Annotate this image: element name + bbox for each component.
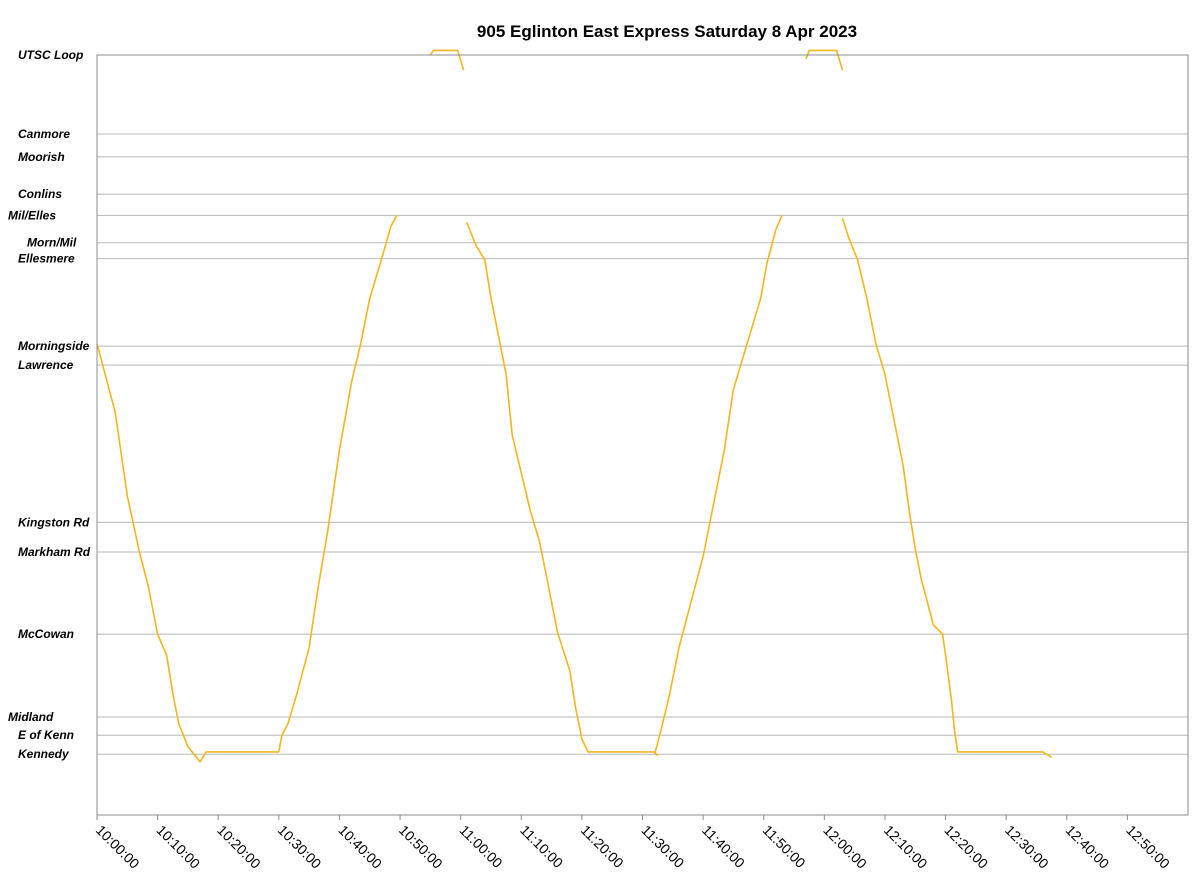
tick-label: 12:20:00 (941, 822, 991, 872)
stop-label-morn-mil: Morn/Mil (27, 236, 77, 250)
tick-label: 12:10:00 (881, 822, 931, 872)
stop-label-midland: Midland (8, 710, 54, 724)
tick-label: 11:50:00 (760, 822, 809, 871)
stop-label-e-of-kenn: E of Kenn (18, 728, 74, 742)
stop-labels: UTSC Loop Canmore Moorish Conlins Mil/Elles M… (8, 48, 91, 761)
trip-line-4 (805, 49, 844, 71)
trip-line-1 (429, 49, 465, 71)
tick-label: 11:00:00 (457, 822, 506, 871)
tick-label: 12:00:00 (820, 822, 870, 872)
stop-label-markham-rd: Markham Rd (18, 545, 91, 559)
tick-label: 10:00:00 (93, 822, 143, 872)
stop-label-mccowan: McCowan (18, 627, 74, 641)
stop-label-lawrence: Lawrence (18, 358, 74, 372)
tick-label: 10:30:00 (275, 822, 325, 872)
tick-label: 11:10:00 (517, 822, 566, 871)
stop-label-conlins: Conlins (18, 187, 62, 201)
tick-label: 11:40:00 (699, 822, 748, 871)
grid-layer (97, 54, 1188, 755)
trip-line-2 (465, 221, 659, 757)
trip-line-3 (653, 215, 783, 755)
stop-label-moorish: Moorish (18, 150, 65, 164)
plot-frame (96, 54, 1189, 816)
tick-label: 12:50:00 (1123, 822, 1173, 872)
tick-label: 10:40:00 (335, 822, 385, 872)
trip-lines (96, 49, 1053, 763)
time-labels: 10:00:00 10:10:00 10:20:00 10:30:00 10:40:00… (93, 815, 1173, 872)
tick-label: 10:10:00 (153, 822, 203, 872)
stop-label-morningside: Morningside (18, 339, 90, 353)
stop-label-mil-elles: Mil/Elles (8, 208, 56, 222)
chart-title: 905 Eglinton East Express Saturday 8 Apr… (477, 22, 857, 41)
tick-label: 10:20:00 (214, 822, 264, 872)
stop-label-canmore: Canmore (18, 127, 70, 141)
tick-label: 12:30:00 (1002, 822, 1052, 872)
tick-label: 11:30:00 (638, 822, 687, 871)
stop-label-kennedy: Kennedy (18, 747, 70, 761)
stop-label-ellesmere: Ellesmere (18, 252, 75, 266)
trip-line-0 (96, 215, 398, 763)
stop-label-kingston-rd: Kingston Rd (18, 515, 90, 529)
tick-label: 12:40:00 (1063, 822, 1113, 872)
trip-line-5 (841, 218, 1053, 758)
tick-label: 10:50:00 (396, 822, 446, 872)
stop-label-utsc-loop: UTSC Loop (18, 48, 83, 62)
tick-label: 11:20:00 (578, 822, 627, 871)
